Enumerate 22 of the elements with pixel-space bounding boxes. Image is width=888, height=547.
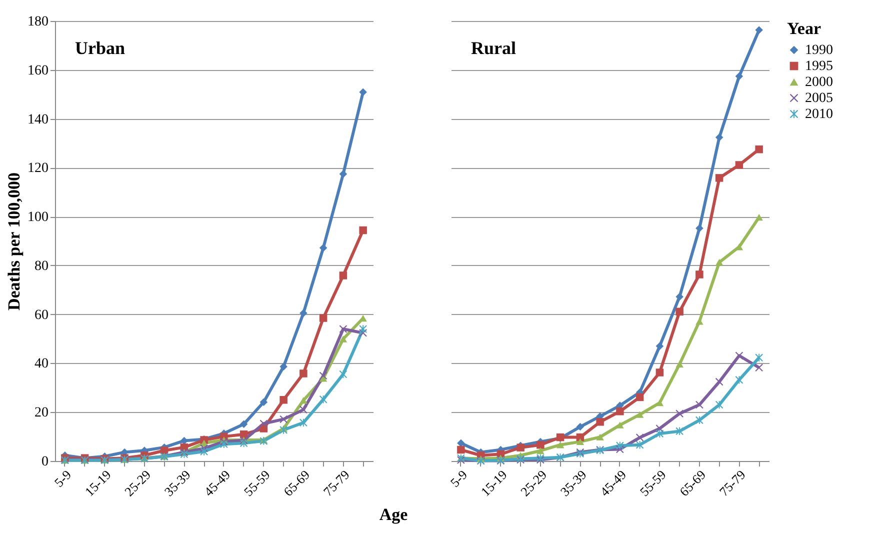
y-tick-label: 80 <box>34 258 48 274</box>
legend-label: 2005 <box>805 91 833 106</box>
y-tick-label: 160 <box>28 63 48 78</box>
y-tick-label: 40 <box>34 356 48 372</box>
x-tick-label: 5-9 <box>51 467 74 490</box>
legend-label: 2010 <box>805 107 833 122</box>
legend-label: 2000 <box>805 75 833 90</box>
x-tick-label: 5-9 <box>447 467 470 490</box>
y-tick-label: 20 <box>34 406 48 421</box>
y-tick-label: 60 <box>34 308 48 323</box>
y-tick-label: 0 <box>42 454 48 470</box>
y-tick-label: 180 <box>28 14 48 30</box>
legend-label: 1990 <box>805 43 833 58</box>
legend-label: 1995 <box>805 59 833 74</box>
text: Urban <box>75 38 126 58</box>
y-tick-label: 120 <box>28 161 48 176</box>
text: Rural <box>471 38 516 58</box>
x-axis-title: Age <box>379 505 408 524</box>
y-tick-label: 140 <box>28 112 48 128</box>
legend-title: Year <box>787 19 822 38</box>
y-tick-label: 100 <box>28 210 48 226</box>
y-axis-title: Deaths per 100,000 <box>4 172 24 311</box>
